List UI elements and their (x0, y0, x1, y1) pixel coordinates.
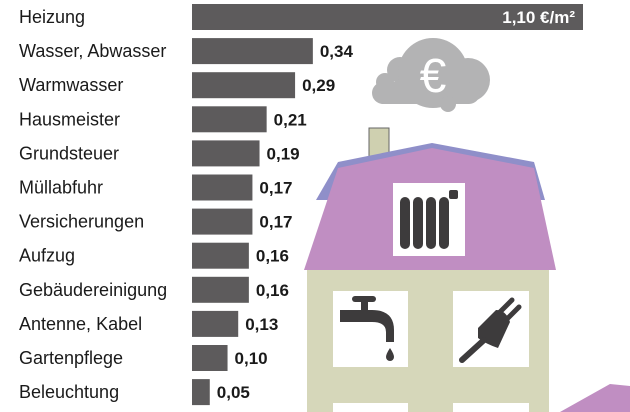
plug-icon (459, 297, 522, 363)
value-label: 1,10 €/m² (502, 8, 575, 27)
euro-symbol: € (420, 50, 447, 103)
value-label: 0,17 (259, 179, 292, 198)
bar (192, 72, 296, 99)
value-label: 0,16 (256, 247, 289, 266)
category-label: Hausmeister (19, 109, 120, 129)
cloud-euro-icon: € (372, 38, 490, 112)
value-label: 0,05 (217, 383, 250, 402)
bar (192, 140, 260, 167)
value-label: 0,13 (245, 315, 278, 334)
window-lower-left (333, 403, 408, 412)
value-label: 0,29 (302, 76, 335, 95)
value-label: 0,19 (267, 144, 300, 163)
bar (192, 379, 210, 406)
bar (192, 4, 583, 30)
value-label: 0,10 (235, 349, 268, 368)
category-label: Versicherungen (19, 212, 144, 232)
bar (192, 208, 253, 235)
bar (192, 310, 239, 337)
neighbour-roof (560, 384, 630, 412)
bar (192, 345, 228, 371)
value-label: 0,21 (274, 110, 307, 129)
category-label: Wasser, Abwasser (19, 41, 166, 61)
category-label: Beleuchtung (19, 382, 119, 402)
category-label: Gartenpflege (19, 348, 123, 368)
radiator-icon (400, 190, 458, 249)
bar-series: Heizung 1,10 €/m² Wasser, Abwasser 0,34 Warm… (19, 4, 583, 406)
bar (192, 174, 253, 201)
faucet-icon (340, 296, 394, 361)
category-label: Aufzug (19, 246, 75, 266)
window-left (333, 291, 408, 367)
bar (192, 38, 313, 65)
window-lower-right (453, 403, 529, 412)
value-label: 0,34 (320, 42, 354, 61)
bar (192, 106, 267, 133)
category-label: Antenne, Kabel (19, 314, 142, 334)
value-label: 0,17 (259, 213, 292, 232)
category-label: Müllabfuhr (19, 178, 103, 198)
bar (192, 242, 249, 269)
bar (192, 276, 249, 303)
category-label: Warmwasser (19, 75, 123, 95)
category-label: Gebäudereinigung (19, 280, 167, 300)
category-label: Heizung (19, 7, 85, 27)
house-illustration: € (304, 38, 630, 412)
value-label: 0,16 (256, 281, 289, 300)
category-label: Grundsteuer (19, 143, 119, 163)
